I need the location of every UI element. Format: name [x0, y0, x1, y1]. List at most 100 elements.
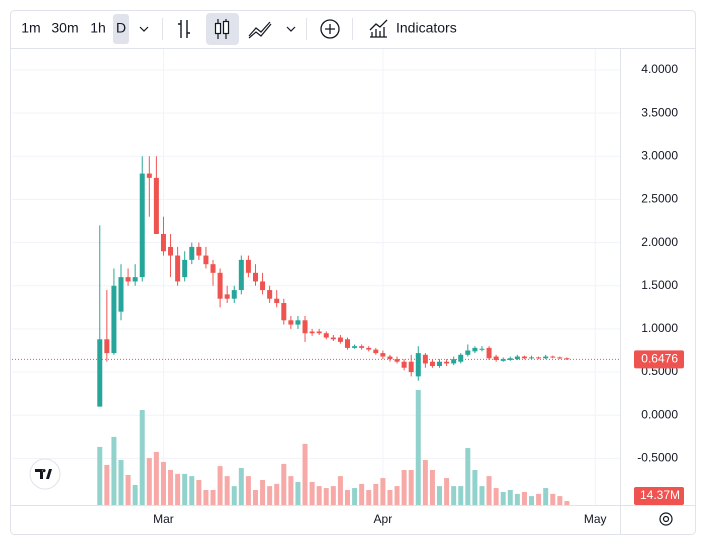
volume-bar [550, 493, 556, 505]
candle-body [465, 350, 471, 355]
volume-bar [422, 460, 428, 505]
volume-bar [500, 491, 506, 505]
candle-body [175, 255, 181, 282]
y-tick-label: -0.5000 [637, 451, 678, 465]
compare-button[interactable] [320, 19, 340, 39]
volume-bar [224, 476, 230, 505]
volume-bar [139, 410, 145, 505]
volume-bar [557, 496, 563, 505]
volume-bar [444, 478, 450, 505]
candle-body [514, 356, 520, 360]
volume-bar [380, 478, 386, 505]
candle-body [486, 347, 492, 359]
plot [12, 156, 620, 505]
candle-body [160, 233, 166, 252]
candle-style-button[interactable] [206, 13, 239, 45]
candle-body [231, 290, 237, 299]
y-tick-label: 2.0000 [641, 235, 678, 249]
x-tick-label: May [584, 512, 607, 526]
y-tick-label: 1.0000 [641, 321, 678, 335]
candle-body [189, 246, 195, 260]
volume-bar [472, 470, 478, 505]
volume-bar [451, 486, 457, 505]
volume-bar [245, 476, 251, 505]
volume-bar [394, 486, 400, 505]
tv-logo [29, 458, 61, 490]
volume-bar [97, 446, 103, 505]
volume-bar [479, 486, 485, 505]
candle-body [415, 353, 421, 377]
frame [10, 10, 696, 535]
volume-bar [196, 480, 202, 505]
candle-body [104, 339, 110, 354]
volume-bar [153, 451, 159, 505]
indicators-button[interactable]: Indicators [396, 20, 457, 36]
x-tick-label: Apr [374, 512, 393, 526]
last-price-label: 0.6476 [641, 352, 678, 366]
candle-body [337, 337, 343, 342]
volume-bar [373, 483, 379, 505]
candle-body [316, 331, 322, 334]
candle-body [429, 361, 435, 367]
candle-body [196, 246, 202, 256]
candle-body [217, 272, 223, 299]
volume-bar [521, 491, 527, 505]
interval-dropdown[interactable] [139, 26, 149, 32]
volume-bar [352, 488, 358, 505]
bar-style-button[interactable] [178, 20, 190, 38]
indicators-icon[interactable] [369, 19, 388, 38]
interval-button[interactable]: 1h [90, 20, 106, 36]
volume-bar [486, 476, 492, 505]
volume-bar [401, 470, 407, 505]
volume-bar [104, 465, 110, 505]
interval-button[interactable]: 1m [21, 20, 40, 36]
volume-bar [408, 470, 414, 505]
area-style-button[interactable] [248, 21, 272, 39]
volume-bar [507, 490, 513, 505]
candle-body [366, 347, 372, 350]
last-volume-label: 14.37M [640, 488, 680, 502]
volume-bar [529, 496, 535, 505]
candle-body [472, 347, 478, 352]
volume-bar [260, 480, 266, 505]
candle-body [564, 358, 570, 360]
interval-button[interactable]: D [116, 20, 126, 36]
interval-group: 1m 30m 1h D [21, 14, 129, 44]
candle-body [451, 359, 457, 364]
candle-body [500, 359, 506, 361]
candle-body [521, 356, 527, 359]
candle-body [330, 337, 336, 340]
candle-body [323, 333, 329, 338]
y-tick-label: 2.5000 [641, 192, 678, 206]
candle-body [380, 353, 386, 357]
candle-body [146, 173, 152, 178]
interval-button[interactable]: 30m [51, 20, 78, 36]
volume-bar [309, 481, 315, 505]
volume-bar [344, 490, 350, 505]
candle-body [182, 259, 188, 278]
candle-body [224, 294, 230, 299]
candle-body [543, 356, 549, 359]
volume-bar [366, 490, 372, 505]
candle-body [245, 259, 251, 273]
volume-bar [160, 461, 166, 505]
volume-bar [465, 448, 471, 505]
candle-body [302, 320, 308, 334]
volume-bar [111, 436, 117, 505]
volume-bar [493, 488, 499, 505]
volume-bar [210, 490, 216, 505]
settings-button[interactable] [659, 512, 673, 526]
volume-bar [281, 463, 287, 505]
volume-bar [514, 493, 520, 505]
x-tick-label: Mar [153, 512, 174, 526]
y-tick-label: 4.0000 [641, 62, 678, 76]
style-dropdown[interactable] [286, 26, 296, 32]
last-price-tag [634, 350, 684, 369]
candle-body [281, 303, 287, 321]
candle-body [125, 277, 131, 282]
volume-bar [437, 486, 443, 505]
candle-body [529, 357, 535, 359]
candle-body [557, 357, 563, 359]
volume-bar [288, 476, 294, 505]
candle-body [210, 264, 216, 273]
